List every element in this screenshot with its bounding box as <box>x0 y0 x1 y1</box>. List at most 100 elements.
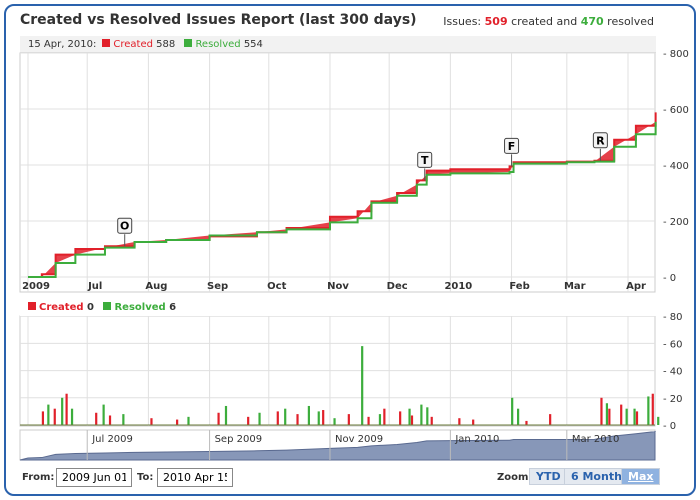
legend-created-value: 0 <box>87 302 94 313</box>
zoom-max-button[interactable]: Max <box>621 468 661 485</box>
legend-created-value: 588 <box>156 39 176 50</box>
y-tick-label: - 80 <box>663 312 683 323</box>
zoom-ytd-button[interactable]: YTD <box>529 468 568 485</box>
created-bar <box>549 414 552 425</box>
to-label: To: <box>137 472 154 483</box>
resolved-bar <box>122 414 125 425</box>
flag-label: O <box>120 220 129 233</box>
created-bar <box>347 414 350 425</box>
legend-created-label: Created <box>39 302 84 313</box>
y-tick-label: - 60 <box>663 339 683 350</box>
page-title: Created vs Resolved Issues Report (last … <box>20 12 417 28</box>
issues-summary: Issues: 509 created and 470 resolved <box>443 15 654 28</box>
resolved-bar <box>284 408 287 425</box>
created-bar <box>651 393 654 425</box>
resolved-swatch <box>184 39 193 47</box>
created-bar <box>383 408 386 425</box>
legend-resolved-value: 6 <box>169 302 177 313</box>
x-tick-label: Nov <box>327 281 349 292</box>
resolved-bar <box>187 416 190 425</box>
created-bar <box>322 410 325 425</box>
resolved-bar <box>317 411 320 425</box>
created-count: 509 <box>484 15 508 28</box>
resolved-bar <box>307 405 310 425</box>
resolved-bar <box>517 408 520 425</box>
legend-date: 15 Apr, 2010: <box>28 39 97 50</box>
resolved-bar <box>378 414 382 425</box>
navigator-tick-label: Mar 2010 <box>572 434 620 445</box>
y-tick-label: - 800 <box>663 49 689 60</box>
created-bar <box>410 415 414 425</box>
legend-resolved-value: 554 <box>243 39 263 50</box>
zoom-label: Zoom: <box>497 472 533 483</box>
x-tick-label: Aug <box>145 281 167 292</box>
legend-resolved-label: Resolved <box>114 302 166 313</box>
resolved-bar <box>102 404 105 425</box>
summary-mid: created and <box>511 15 578 28</box>
created-bar <box>458 418 461 425</box>
resolved-bar <box>224 405 228 425</box>
created-swatch <box>102 39 111 47</box>
created-swatch <box>28 302 36 310</box>
main-plot-area <box>19 52 656 293</box>
resolved-bar <box>625 408 628 425</box>
created-bar <box>41 411 45 425</box>
y-tick-label: - 40 <box>663 367 683 378</box>
y-tick-label: - 600 <box>663 105 689 116</box>
resolved-swatch <box>103 302 112 310</box>
resolved-bar <box>361 346 364 425</box>
resolved-bar <box>408 408 411 425</box>
x-tick-label: Mar <box>564 281 586 292</box>
x-tick-label: Feb <box>509 281 529 292</box>
created-bar <box>296 414 299 425</box>
resolved-bar <box>47 404 50 425</box>
flag-marker <box>117 217 133 234</box>
legend-resolved-label: Resolved <box>195 39 241 50</box>
created-bar <box>95 412 98 425</box>
created-bar <box>525 420 528 425</box>
resolved-bar <box>333 418 336 425</box>
navigator-tick-label: Jul 2009 <box>91 434 133 445</box>
created-bar <box>472 419 475 425</box>
flag-marker <box>592 132 608 149</box>
created-bar <box>176 419 179 425</box>
summary-suffix: resolved <box>607 15 654 28</box>
from-date-input[interactable] <box>56 468 132 487</box>
summary-prefix: Issues: <box>443 15 482 28</box>
x-tick-label: Jul <box>87 281 102 292</box>
flag-label: F <box>508 140 516 153</box>
resolved-bar <box>61 397 64 425</box>
resolved-bar <box>657 416 660 425</box>
navigator-tick-label: Sep 2009 <box>215 434 262 445</box>
resolved-bar <box>426 407 429 425</box>
x-tick-label: Dec <box>387 281 408 292</box>
created-bar <box>217 412 220 425</box>
resolved-line <box>28 121 657 278</box>
created-bar <box>150 418 153 425</box>
created-bar <box>430 416 433 425</box>
flag-label: T <box>421 154 429 167</box>
y-tick-label: - 400 <box>663 161 689 172</box>
x-tick-label: 2009 <box>22 281 50 292</box>
navigator-tick-label: Jan 2010 <box>454 434 499 445</box>
created-bar <box>608 408 611 425</box>
created-bar <box>600 397 603 425</box>
x-tick-label: Sep <box>207 281 228 292</box>
created-bar <box>367 416 370 425</box>
created-bar <box>635 411 639 425</box>
flag-marker <box>417 151 433 168</box>
to-date-input[interactable] <box>157 468 233 487</box>
x-tick-label: Apr <box>626 281 646 292</box>
zoom-6-months-button[interactable]: 6 Months <box>564 468 636 485</box>
resolved-bar <box>258 412 261 425</box>
resolved-count: 470 <box>580 15 604 28</box>
x-tick-label: 2010 <box>444 281 472 292</box>
resolved-bar <box>511 397 514 425</box>
created-bar <box>108 415 112 425</box>
resolved-bar <box>633 408 636 425</box>
created-bar <box>247 416 250 425</box>
top-legend: 15 Apr, 2010: Created 588 Resolved 554 <box>20 36 656 53</box>
resolved-bar <box>420 404 423 425</box>
flag-label: R <box>596 134 605 147</box>
